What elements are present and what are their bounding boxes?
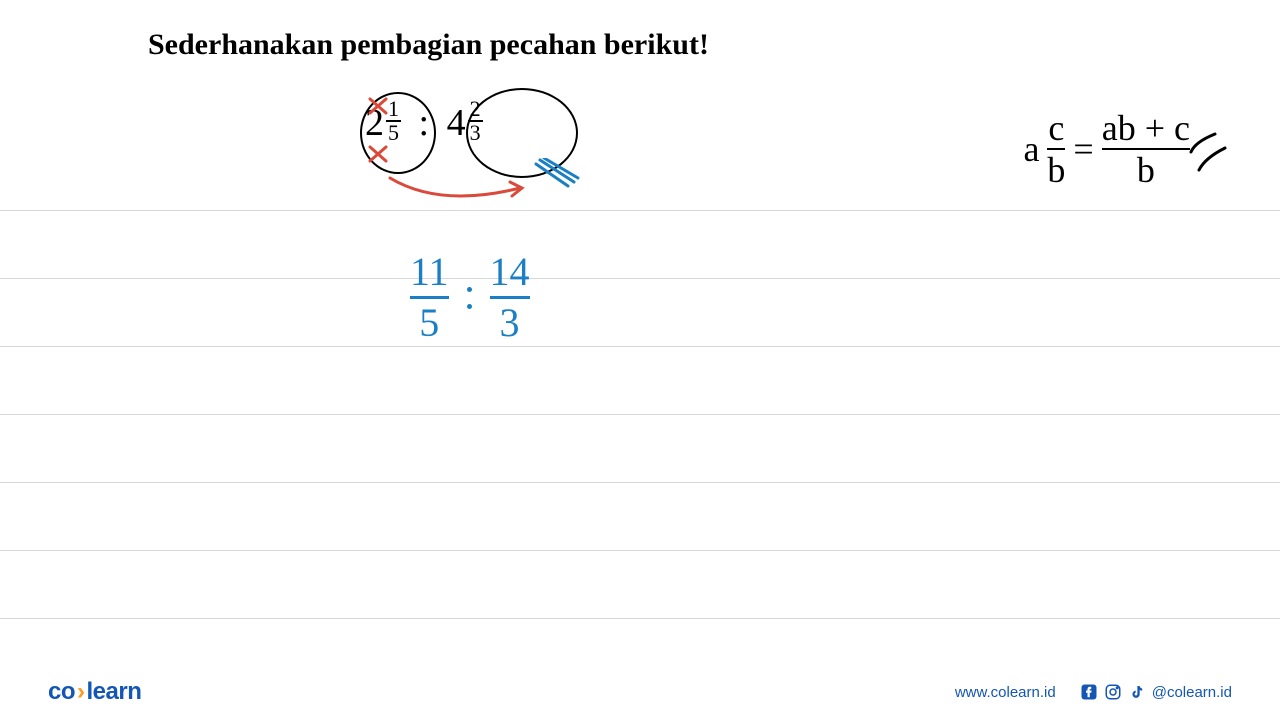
- fraction-line: [410, 296, 449, 299]
- fraction-line: [490, 296, 530, 299]
- formula-a: a: [1023, 128, 1039, 170]
- formula-b: b: [1047, 152, 1065, 188]
- ruled-line: [0, 482, 1280, 483]
- work-fraction-left: 11 5: [410, 250, 449, 345]
- blue-scribble: [532, 158, 580, 192]
- facebook-icon: [1080, 683, 1098, 701]
- check-marks: [1185, 130, 1235, 190]
- ruled-line: [0, 618, 1280, 619]
- circle-annotation-right: [466, 88, 578, 178]
- whole-part: 2: [365, 104, 384, 142]
- ruled-line: [0, 210, 90, 211]
- division-colon: :: [419, 102, 430, 144]
- footer: co›learn www.colearn.id @colearn.id: [0, 664, 1280, 720]
- website-url: www.colearn.id: [955, 684, 1056, 701]
- work-fraction-right: 14 3: [490, 250, 530, 345]
- logo-learn: learn: [87, 678, 142, 705]
- red-arrow: [380, 170, 560, 210]
- problem-expression: 2 1 5 : 4 2 3: [365, 100, 483, 146]
- ruled-line: [0, 278, 1280, 279]
- social-handle: @colearn.id: [1152, 684, 1232, 701]
- formula-rhs-num: ab + c: [1102, 110, 1190, 146]
- ruled-line: [0, 210, 1280, 211]
- instagram-icon: [1104, 683, 1122, 701]
- tiktok-icon: [1128, 683, 1146, 701]
- numerator: 1: [386, 98, 401, 122]
- denominator: 5: [386, 122, 401, 144]
- ruled-line: [0, 550, 1280, 551]
- brand-logo: co›learn: [48, 678, 141, 706]
- fraction-part: 2 3: [468, 98, 483, 144]
- mixed-number-right: 4 2 3: [447, 100, 483, 146]
- social-links: @colearn.id: [1080, 683, 1232, 701]
- work-den: 3: [500, 301, 520, 345]
- conversion-formula: a c b = ab + c b: [1023, 110, 1190, 188]
- work-den: 5: [419, 301, 439, 345]
- whole-part: 4: [447, 104, 466, 142]
- ruled-line: [0, 346, 1280, 347]
- work-num: 14: [490, 250, 530, 294]
- fraction-part: 1 5: [386, 98, 401, 144]
- denominator: 3: [468, 122, 483, 144]
- equals-sign: =: [1073, 128, 1093, 170]
- footer-right: www.colearn.id @colearn.id: [955, 683, 1232, 701]
- mixed-number-left: 2 1 5: [365, 100, 401, 146]
- page-title: Sederhanakan pembagian pecahan berikut!: [148, 28, 709, 62]
- logo-dot: ›: [77, 678, 85, 705]
- work-num: 11: [410, 250, 449, 294]
- logo-co: co: [48, 678, 75, 705]
- formula-fraction-right: ab + c b: [1102, 110, 1190, 188]
- formula-fraction-left: c b: [1047, 110, 1065, 188]
- formula-c: c: [1048, 110, 1064, 146]
- numerator: 2: [468, 98, 483, 122]
- formula-rhs-den: b: [1137, 152, 1155, 188]
- student-work: 11 5 14 3: [410, 250, 530, 345]
- division-colon: [467, 287, 472, 309]
- ruled-line: [0, 414, 1280, 415]
